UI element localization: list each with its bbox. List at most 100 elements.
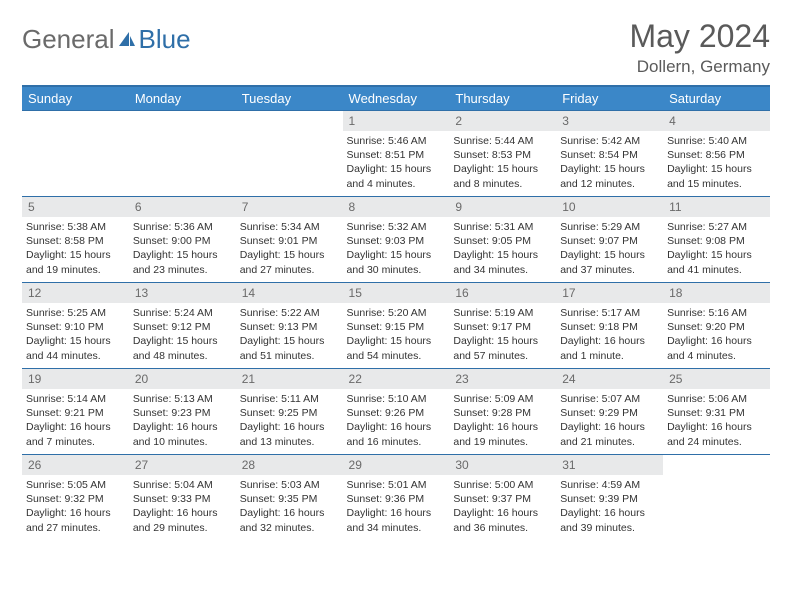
- calendar-cell: [129, 111, 236, 197]
- calendar-cell: 13Sunrise: 5:24 AMSunset: 9:12 PMDayligh…: [129, 283, 236, 369]
- day-number: 8: [343, 197, 450, 217]
- day-details: Sunrise: 5:46 AMSunset: 8:51 PMDaylight:…: [343, 131, 450, 195]
- calendar-cell: 27Sunrise: 5:04 AMSunset: 9:33 PMDayligh…: [129, 455, 236, 541]
- calendar-cell: 20Sunrise: 5:13 AMSunset: 9:23 PMDayligh…: [129, 369, 236, 455]
- calendar-body: 1Sunrise: 5:46 AMSunset: 8:51 PMDaylight…: [22, 111, 770, 541]
- calendar-cell: 21Sunrise: 5:11 AMSunset: 9:25 PMDayligh…: [236, 369, 343, 455]
- day-number: 6: [129, 197, 236, 217]
- day-number: 16: [449, 283, 556, 303]
- day-number: 11: [663, 197, 770, 217]
- calendar-cell: 23Sunrise: 5:09 AMSunset: 9:28 PMDayligh…: [449, 369, 556, 455]
- day-details: Sunrise: 4:59 AMSunset: 9:39 PMDaylight:…: [556, 475, 663, 539]
- day-details: Sunrise: 5:34 AMSunset: 9:01 PMDaylight:…: [236, 217, 343, 281]
- location-label: Dollern, Germany: [629, 57, 770, 77]
- day-details: Sunrise: 5:31 AMSunset: 9:05 PMDaylight:…: [449, 217, 556, 281]
- weekday-header: Thursday: [449, 86, 556, 111]
- calendar-cell: [236, 111, 343, 197]
- calendar-cell: 3Sunrise: 5:42 AMSunset: 8:54 PMDaylight…: [556, 111, 663, 197]
- day-details: Sunrise: 5:17 AMSunset: 9:18 PMDaylight:…: [556, 303, 663, 367]
- day-details: Sunrise: 5:01 AMSunset: 9:36 PMDaylight:…: [343, 475, 450, 539]
- day-details: Sunrise: 5:14 AMSunset: 9:21 PMDaylight:…: [22, 389, 129, 453]
- day-details: Sunrise: 5:03 AMSunset: 9:35 PMDaylight:…: [236, 475, 343, 539]
- day-details: Sunrise: 5:44 AMSunset: 8:53 PMDaylight:…: [449, 131, 556, 195]
- calendar-cell: 28Sunrise: 5:03 AMSunset: 9:35 PMDayligh…: [236, 455, 343, 541]
- day-details: Sunrise: 5:00 AMSunset: 9:37 PMDaylight:…: [449, 475, 556, 539]
- calendar-cell: 26Sunrise: 5:05 AMSunset: 9:32 PMDayligh…: [22, 455, 129, 541]
- day-details: Sunrise: 5:25 AMSunset: 9:10 PMDaylight:…: [22, 303, 129, 367]
- day-number: 4: [663, 111, 770, 131]
- day-details: Sunrise: 5:10 AMSunset: 9:26 PMDaylight:…: [343, 389, 450, 453]
- calendar-row: 19Sunrise: 5:14 AMSunset: 9:21 PMDayligh…: [22, 369, 770, 455]
- day-number: [22, 111, 129, 131]
- logo-text-blue: Blue: [139, 24, 191, 55]
- calendar-cell: 19Sunrise: 5:14 AMSunset: 9:21 PMDayligh…: [22, 369, 129, 455]
- day-number: 31: [556, 455, 663, 475]
- day-number: 10: [556, 197, 663, 217]
- calendar-row: 1Sunrise: 5:46 AMSunset: 8:51 PMDaylight…: [22, 111, 770, 197]
- weekday-header: Sunday: [22, 86, 129, 111]
- day-number: [129, 111, 236, 131]
- day-details: Sunrise: 5:40 AMSunset: 8:56 PMDaylight:…: [663, 131, 770, 195]
- day-details: Sunrise: 5:38 AMSunset: 8:58 PMDaylight:…: [22, 217, 129, 281]
- day-details: Sunrise: 5:27 AMSunset: 9:08 PMDaylight:…: [663, 217, 770, 281]
- logo: General Blue: [22, 24, 191, 55]
- day-details: Sunrise: 5:29 AMSunset: 9:07 PMDaylight:…: [556, 217, 663, 281]
- day-details: Sunrise: 5:42 AMSunset: 8:54 PMDaylight:…: [556, 131, 663, 195]
- day-number: 19: [22, 369, 129, 389]
- day-details: Sunrise: 5:24 AMSunset: 9:12 PMDaylight:…: [129, 303, 236, 367]
- calendar-cell: 22Sunrise: 5:10 AMSunset: 9:26 PMDayligh…: [343, 369, 450, 455]
- day-number: 1: [343, 111, 450, 131]
- calendar-cell: 29Sunrise: 5:01 AMSunset: 9:36 PMDayligh…: [343, 455, 450, 541]
- calendar-cell: 9Sunrise: 5:31 AMSunset: 9:05 PMDaylight…: [449, 197, 556, 283]
- day-number: 14: [236, 283, 343, 303]
- day-number: 28: [236, 455, 343, 475]
- weekday-header: Friday: [556, 86, 663, 111]
- day-number: 30: [449, 455, 556, 475]
- weekday-header: Tuesday: [236, 86, 343, 111]
- calendar-cell: 24Sunrise: 5:07 AMSunset: 9:29 PMDayligh…: [556, 369, 663, 455]
- day-number: 23: [449, 369, 556, 389]
- day-number: 12: [22, 283, 129, 303]
- calendar-table: SundayMondayTuesdayWednesdayThursdayFrid…: [22, 85, 770, 541]
- sail-icon: [117, 30, 137, 50]
- day-number: 9: [449, 197, 556, 217]
- calendar-row: 12Sunrise: 5:25 AMSunset: 9:10 PMDayligh…: [22, 283, 770, 369]
- calendar-cell: 18Sunrise: 5:16 AMSunset: 9:20 PMDayligh…: [663, 283, 770, 369]
- day-details: Sunrise: 5:07 AMSunset: 9:29 PMDaylight:…: [556, 389, 663, 453]
- day-details: Sunrise: 5:20 AMSunset: 9:15 PMDaylight:…: [343, 303, 450, 367]
- day-number: 15: [343, 283, 450, 303]
- weekday-header: Monday: [129, 86, 236, 111]
- day-number: 22: [343, 369, 450, 389]
- day-details: Sunrise: 5:09 AMSunset: 9:28 PMDaylight:…: [449, 389, 556, 453]
- calendar-cell: 11Sunrise: 5:27 AMSunset: 9:08 PMDayligh…: [663, 197, 770, 283]
- day-details: Sunrise: 5:05 AMSunset: 9:32 PMDaylight:…: [22, 475, 129, 539]
- day-number: 24: [556, 369, 663, 389]
- day-number: 20: [129, 369, 236, 389]
- day-details: Sunrise: 5:32 AMSunset: 9:03 PMDaylight:…: [343, 217, 450, 281]
- calendar-cell: 2Sunrise: 5:44 AMSunset: 8:53 PMDaylight…: [449, 111, 556, 197]
- day-number: 26: [22, 455, 129, 475]
- title-block: May 2024 Dollern, Germany: [629, 18, 770, 77]
- calendar-cell: 14Sunrise: 5:22 AMSunset: 9:13 PMDayligh…: [236, 283, 343, 369]
- weekday-header: Wednesday: [343, 86, 450, 111]
- calendar-cell: 7Sunrise: 5:34 AMSunset: 9:01 PMDaylight…: [236, 197, 343, 283]
- calendar-cell: 10Sunrise: 5:29 AMSunset: 9:07 PMDayligh…: [556, 197, 663, 283]
- day-details: Sunrise: 5:36 AMSunset: 9:00 PMDaylight:…: [129, 217, 236, 281]
- day-number: 27: [129, 455, 236, 475]
- calendar-cell: [22, 111, 129, 197]
- day-details: Sunrise: 5:19 AMSunset: 9:17 PMDaylight:…: [449, 303, 556, 367]
- month-title: May 2024: [629, 18, 770, 55]
- calendar-row: 26Sunrise: 5:05 AMSunset: 9:32 PMDayligh…: [22, 455, 770, 541]
- day-number: 18: [663, 283, 770, 303]
- day-number: 25: [663, 369, 770, 389]
- day-number: 21: [236, 369, 343, 389]
- day-number: 17: [556, 283, 663, 303]
- calendar-cell: 15Sunrise: 5:20 AMSunset: 9:15 PMDayligh…: [343, 283, 450, 369]
- weekday-header: Saturday: [663, 86, 770, 111]
- day-details: Sunrise: 5:22 AMSunset: 9:13 PMDaylight:…: [236, 303, 343, 367]
- day-details: Sunrise: 5:06 AMSunset: 9:31 PMDaylight:…: [663, 389, 770, 453]
- logo-text-general: General: [22, 24, 115, 55]
- calendar-cell: 30Sunrise: 5:00 AMSunset: 9:37 PMDayligh…: [449, 455, 556, 541]
- day-details: Sunrise: 5:04 AMSunset: 9:33 PMDaylight:…: [129, 475, 236, 539]
- day-details: Sunrise: 5:16 AMSunset: 9:20 PMDaylight:…: [663, 303, 770, 367]
